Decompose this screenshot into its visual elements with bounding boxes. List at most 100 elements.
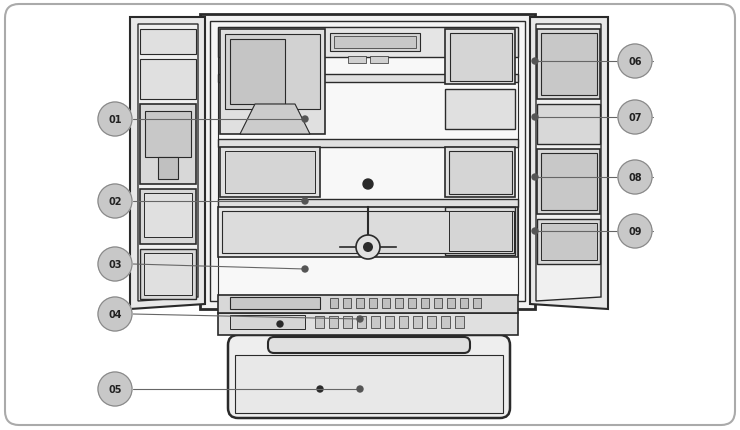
Bar [449,152,512,194]
Circle shape [302,199,308,205]
Circle shape [302,117,308,123]
Bar [357,316,366,328]
Bar [455,316,464,328]
Polygon shape [158,158,178,180]
Bar [445,147,515,197]
Bar [369,298,377,308]
Polygon shape [145,112,191,158]
Circle shape [532,228,538,234]
Bar [343,316,352,328]
Bar [395,298,403,308]
Bar [356,298,364,308]
Polygon shape [200,15,535,309]
Circle shape [363,180,373,190]
Text: 09: 09 [628,227,642,237]
Polygon shape [140,30,196,55]
Polygon shape [530,18,608,309]
Circle shape [98,103,132,137]
Circle shape [98,372,132,406]
Polygon shape [537,105,600,144]
Circle shape [618,215,652,249]
Bar [343,298,351,308]
Bar [371,316,380,328]
Polygon shape [218,28,518,295]
Polygon shape [537,30,600,100]
Polygon shape [240,105,310,135]
Circle shape [618,45,652,79]
Bar [235,355,503,413]
Polygon shape [541,224,597,261]
Bar [222,212,514,253]
Circle shape [98,297,132,331]
Bar [329,316,338,328]
Text: 06: 06 [628,57,642,67]
Circle shape [277,321,283,327]
Bar [473,298,481,308]
Polygon shape [140,190,196,244]
FancyBboxPatch shape [228,335,510,418]
Bar [315,316,324,328]
Bar [220,147,320,197]
Bar [441,316,450,328]
Circle shape [618,161,652,194]
Circle shape [302,266,308,272]
Bar [218,295,518,313]
Text: 03: 03 [108,259,122,269]
Bar [408,298,416,308]
Bar [230,40,285,105]
Polygon shape [537,219,600,264]
Text: 05: 05 [108,384,122,394]
Bar [421,298,429,308]
Text: 07: 07 [628,113,642,123]
Bar [348,57,366,64]
Circle shape [356,236,380,259]
Bar [330,298,338,308]
FancyBboxPatch shape [5,5,735,425]
Bar [218,200,518,208]
Text: 04: 04 [108,309,122,319]
Circle shape [363,243,373,252]
Text: 08: 08 [628,172,642,183]
Bar [382,298,390,308]
Text: 02: 02 [108,197,122,206]
Bar [385,316,394,328]
Bar [460,298,468,308]
Bar [218,28,518,58]
Circle shape [532,59,538,65]
Polygon shape [210,22,525,301]
Bar [449,212,512,252]
Polygon shape [140,105,196,184]
Circle shape [98,247,132,281]
FancyBboxPatch shape [268,337,470,353]
Bar [230,297,320,309]
Bar [370,57,388,64]
Bar [218,140,518,147]
Bar [218,208,518,258]
Polygon shape [130,18,205,309]
Polygon shape [138,25,198,301]
Polygon shape [537,150,600,215]
Bar [225,152,315,194]
Bar [230,315,305,329]
Polygon shape [140,249,196,299]
Bar [218,75,518,83]
Text: 01: 01 [108,115,122,125]
Bar [445,90,515,130]
Circle shape [532,175,538,181]
Polygon shape [140,60,196,100]
Circle shape [618,101,652,135]
Bar [445,208,515,255]
Bar [450,34,512,82]
Bar [220,30,325,135]
Polygon shape [541,154,597,211]
Circle shape [357,386,363,392]
Bar [413,316,422,328]
Bar [399,316,408,328]
Bar [445,30,515,85]
Circle shape [317,386,323,392]
Bar [218,313,518,335]
Polygon shape [541,34,597,96]
Bar [447,298,455,308]
Bar [225,35,320,110]
Bar [330,34,420,52]
